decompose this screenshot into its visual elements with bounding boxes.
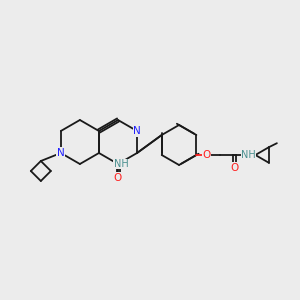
Text: N: N <box>133 126 141 136</box>
Text: NH: NH <box>114 159 128 169</box>
Text: O: O <box>114 173 122 183</box>
Text: N: N <box>57 148 65 158</box>
Text: O: O <box>202 150 211 160</box>
Text: NH: NH <box>241 150 256 160</box>
Text: O: O <box>230 163 238 173</box>
